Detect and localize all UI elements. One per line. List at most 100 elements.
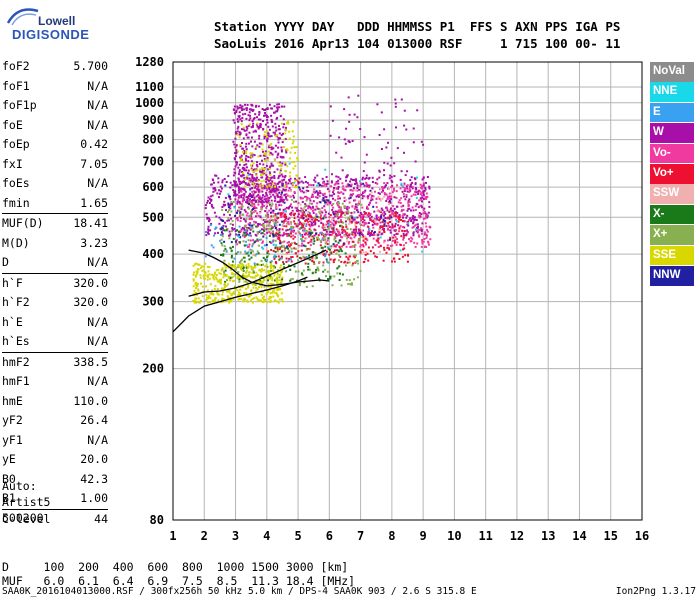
echo-point-w [391, 184, 394, 187]
echo-point-vo- [336, 204, 339, 207]
echo-point-sse-spikes [287, 120, 290, 123]
echo-point-vo- [306, 233, 309, 236]
echo-point-sse [268, 277, 271, 280]
echo-point-sse-spikes [250, 164, 252, 167]
echo-point-nnw [281, 184, 284, 187]
echo-point-sse-spikes [274, 185, 276, 188]
echo-point-vo+ [367, 226, 370, 229]
echo-point-w-spikes [247, 156, 250, 158]
echo-point-vo- [359, 245, 362, 248]
echo-point-sse [195, 293, 198, 296]
echo-point-w-spikes [235, 151, 238, 154]
echo-point-w [208, 217, 210, 220]
echo-point-w-spikes [237, 120, 240, 123]
echo-point-x- [252, 230, 255, 233]
echo-point-sse [217, 293, 220, 296]
echo-point-sse-spikes [282, 146, 285, 148]
echo-point-ssw [343, 235, 346, 237]
echo-point-vo- [276, 237, 279, 240]
echo-point-sse [204, 277, 206, 280]
echo-point-w-spikes [269, 177, 272, 180]
echo-point-vo+ [383, 231, 386, 233]
echo-point-vo- [425, 228, 428, 231]
echo-point-ssw [362, 251, 365, 254]
echo-point-vo- [275, 203, 277, 206]
echo-point-w [375, 214, 378, 217]
echo-point-nnw [302, 244, 305, 247]
echo-point-sse-spikes [263, 131, 266, 134]
echo-point-vo- [411, 237, 414, 240]
echo-point-x- [273, 279, 276, 282]
echo-point-w-spikes [260, 201, 263, 203]
echo-point-vo- [253, 220, 256, 223]
echo-point-vo- [404, 230, 407, 233]
echo-point-w-spikes [276, 153, 279, 156]
echo-point-vo- [395, 190, 398, 193]
echo-point-w [311, 224, 314, 227]
echo-point-sse-spikes [262, 168, 265, 170]
echo-point-w [362, 216, 364, 219]
echo-point-sse [253, 276, 256, 279]
echo-point-vo- [408, 238, 410, 241]
echo-point-w [325, 176, 328, 178]
echo-point-w [415, 219, 418, 221]
echo-point-vo- [405, 187, 408, 190]
echo-point-vo- [256, 225, 259, 228]
profile-curve [188, 249, 327, 297]
echo-point-sse-spikes [288, 157, 291, 160]
echo-point-w [218, 189, 220, 192]
echo-point-vo- [323, 192, 326, 195]
echo-point-x- [270, 227, 273, 230]
echo-point-nnw [248, 202, 250, 205]
echo-point-nne [399, 249, 402, 252]
echo-point-w-spikes [259, 118, 262, 121]
echo-point-vo- [269, 232, 272, 235]
echo-point-w [237, 185, 240, 188]
echo-point-sse [232, 264, 235, 267]
echo-point-w-spikes [262, 163, 265, 166]
echo-point-x+ [346, 227, 349, 230]
echo-point-sse-spikes [297, 178, 300, 181]
echo-point-w [361, 178, 364, 181]
echo-point-sse-spikes [264, 152, 267, 155]
echo-point-x+ [347, 216, 350, 219]
echo-point-w-spikes [260, 142, 263, 145]
param-value: 0.42 [80, 137, 108, 151]
echo-point-ssw [248, 249, 251, 252]
echo-point-vo+ [376, 239, 379, 242]
echo-point-w [231, 227, 234, 230]
echo-point-w [254, 215, 257, 218]
echo-point-sse-spikes [252, 182, 255, 185]
echo-point-vo- [345, 211, 348, 214]
echo-point-e [271, 240, 274, 243]
echo-point-w [379, 225, 382, 228]
echo-point-vo- [412, 193, 415, 196]
echo-point-w [206, 199, 209, 202]
legend-item-ssw: SSW [650, 184, 694, 204]
echo-point-sse [229, 264, 232, 266]
echo-point-w [407, 207, 410, 210]
echo-point-w [229, 233, 232, 236]
echo-point-vo+ [359, 229, 362, 232]
plot-frame [172, 61, 643, 521]
echo-point-vo+ [290, 260, 293, 263]
echo-point-w [207, 225, 210, 228]
echo-point-x+ [324, 242, 327, 245]
echo-point-w [253, 182, 256, 185]
echo-point-sse [261, 280, 264, 283]
param-value: N/A [87, 255, 108, 269]
echo-point-w [234, 198, 237, 201]
echo-point-vo- [351, 189, 354, 192]
echo-point-w-spikes [237, 196, 240, 199]
echo-point-vo- [342, 185, 345, 188]
echo-point-w-spikes [249, 108, 251, 111]
echo-point-vo+ [330, 233, 333, 236]
echo-point-w-spikes [233, 190, 236, 193]
echo-point-w-spikes [277, 195, 279, 198]
echo-point-w-spikes [246, 177, 249, 180]
profile-curves [172, 249, 330, 333]
echo-point-x+ [280, 281, 283, 284]
echo-point-w [367, 177, 370, 180]
echo-point-nnw [322, 217, 325, 220]
echo-point-sse [281, 298, 283, 301]
